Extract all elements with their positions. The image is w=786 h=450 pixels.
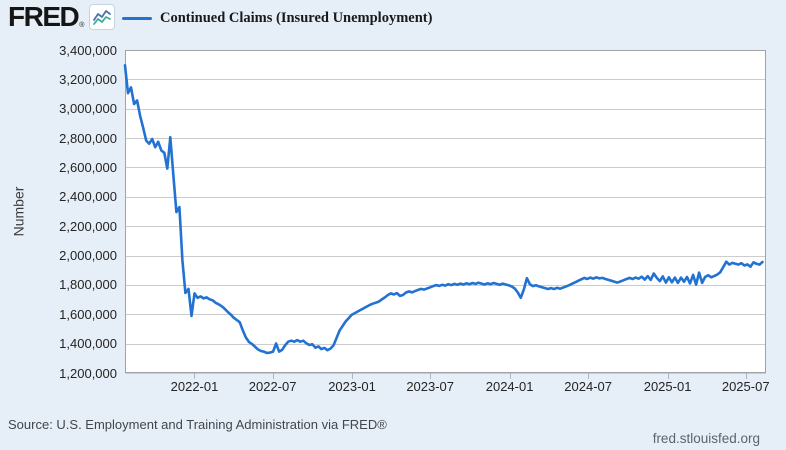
plot-background: [125, 50, 766, 373]
y-tick-label: 1,800,000: [59, 277, 117, 293]
x-tick-label: 2022-07: [248, 379, 297, 394]
site-link[interactable]: fred.stlouisfed.org: [652, 431, 760, 446]
y-tick-label: 3,000,000: [59, 101, 117, 117]
legend: Continued Claims (Insured Unemployment): [122, 10, 432, 27]
fred-logo-text: FRED: [8, 1, 80, 32]
x-tick-label: 2022-01: [170, 379, 219, 394]
data-line: [123, 64, 764, 355]
x-tick-label: 2025-01: [643, 379, 692, 394]
y-tick-label: 3,200,000: [59, 71, 117, 87]
registered-mark: ®: [79, 22, 85, 29]
y-tick-label: 2,800,000: [59, 130, 117, 146]
y-tick-label: 3,400,000: [59, 42, 117, 58]
x-tick-label: 2023-01: [328, 379, 376, 394]
y-tick-label: 2,400,000: [59, 189, 117, 205]
x-tick-label: 2025-07: [721, 379, 770, 394]
axis-border: [125, 50, 766, 373]
legend-label[interactable]: Continued Claims (Insured Unemployment): [160, 10, 433, 26]
x-tick-label: 2024-07: [564, 379, 613, 394]
y-tick-label: 1,200,000: [59, 365, 117, 381]
sparkline-icon: [89, 4, 116, 30]
y-tick-label: 1,600,000: [59, 306, 117, 322]
x-tick-label: 2023-07: [406, 379, 455, 394]
y-tick-label: 2,200,000: [59, 218, 117, 234]
source-text: Source: U.S. Employment and Training Adm…: [8, 417, 387, 432]
y-tick-label: 2,600,000: [59, 159, 117, 175]
fred-logo[interactable]: FRED ®: [8, 1, 116, 32]
x-tick-label: 2024-01: [485, 379, 534, 394]
legend-line-swatch: [122, 17, 152, 20]
y-tick-label: 2,000,000: [59, 248, 117, 264]
y-tick-label: 1,400,000: [59, 336, 117, 352]
